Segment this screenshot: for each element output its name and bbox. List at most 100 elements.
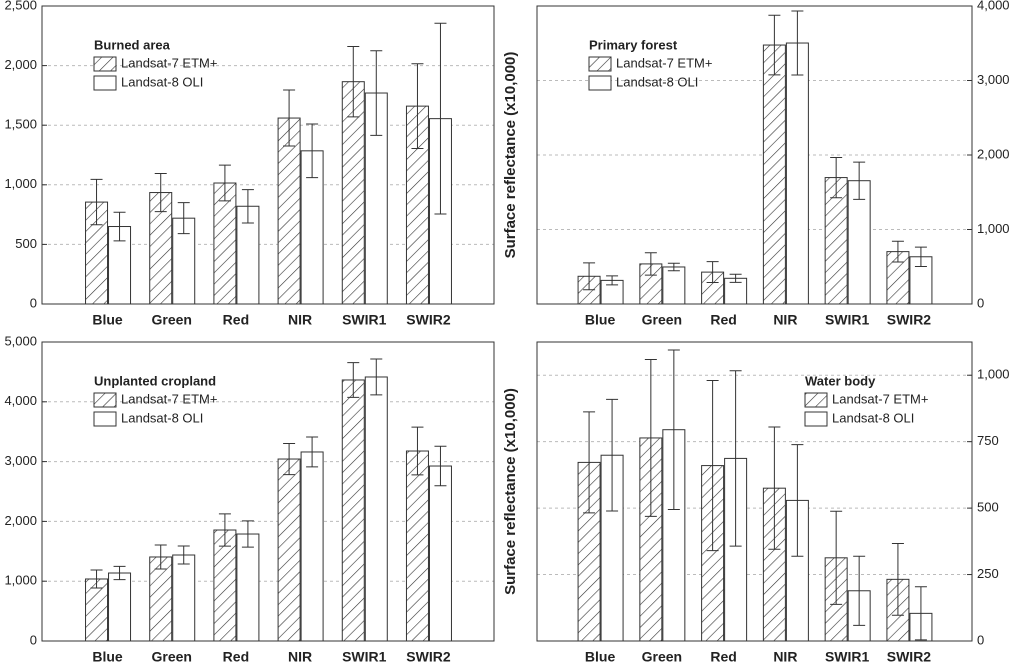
x-tick-label: Red: [223, 312, 249, 328]
error-bar: [768, 426, 781, 550]
y-tick-label: 4,000: [4, 393, 37, 408]
plot-frame: [536, 5, 973, 305]
error-bar: [606, 275, 619, 286]
x-tick-label: Green: [151, 312, 191, 328]
y-axis-label: Surface reflectance (x10,000): [502, 388, 519, 595]
y-tick-label: 0: [977, 295, 984, 310]
error-bar: [914, 586, 927, 641]
bar: [785, 42, 809, 305]
x-tick-label: NIR: [288, 649, 312, 664]
x-tick-label: Red: [223, 649, 249, 664]
error-bar: [177, 545, 190, 565]
bar: [405, 450, 429, 642]
x-tick-label: Red: [710, 649, 736, 664]
x-tick-label: SWIR2: [406, 312, 451, 328]
x-tick-label: Blue: [92, 649, 123, 664]
error-bar: [283, 442, 296, 476]
error-bar: [791, 444, 804, 557]
x-tick-label: Blue: [92, 312, 123, 328]
x-tick-label: SWIR1: [825, 312, 870, 328]
error-bar: [241, 189, 254, 224]
x-tick-label: Green: [151, 649, 191, 664]
error-bar: [706, 380, 719, 552]
legend-label: Landsat-7 ETM+: [832, 391, 928, 406]
error-bar: [283, 89, 296, 147]
x-tick-label: Blue: [585, 649, 616, 664]
y-tick-label: 1,000: [977, 367, 1010, 382]
error-bar: [306, 436, 319, 468]
error-bar: [347, 362, 360, 398]
error-bar: [791, 10, 804, 76]
error-bar: [644, 252, 657, 276]
legend-title: Primary forest: [589, 37, 678, 52]
error-bar: [891, 240, 904, 263]
error-bar: [583, 262, 596, 291]
x-tick-label: NIR: [773, 649, 797, 664]
x-tick-label: SWIR2: [406, 649, 451, 664]
legend-label: Landsat-8 OLI: [616, 74, 698, 89]
error-bar: [667, 262, 680, 272]
bar: [108, 572, 132, 642]
y-axis-label: Surface reflectance (x10,000): [502, 52, 519, 259]
error-bar: [434, 445, 447, 487]
y-tick-label: 1,000: [4, 176, 37, 191]
error-bar: [90, 178, 103, 226]
x-tick-label: Green: [642, 312, 682, 328]
legend-title: Burned area: [94, 37, 171, 52]
y-tick-label: 0: [30, 295, 37, 310]
x-tick-label: Blue: [585, 312, 616, 328]
bar: [149, 556, 173, 642]
legend-swatch: [804, 411, 828, 427]
error-bar: [729, 370, 742, 547]
legend-label: Landsat-7 ETM+: [616, 55, 712, 70]
error-bar: [218, 164, 231, 202]
y-tick-label: 750: [977, 433, 999, 448]
y-tick-label: 250: [977, 566, 999, 581]
error-bar: [667, 349, 680, 510]
bar: [277, 458, 301, 642]
error-bar: [218, 513, 231, 547]
error-bar: [583, 411, 596, 514]
error-bar: [411, 63, 424, 149]
x-tick-label: Green: [642, 649, 682, 664]
x-tick-label: SWIR1: [342, 649, 387, 664]
bar: [213, 529, 237, 642]
bar: [364, 376, 388, 642]
error-bar: [154, 544, 167, 570]
legend-swatch: [804, 392, 828, 408]
error-bar: [853, 161, 866, 200]
x-tick-label: SWIR2: [887, 312, 932, 328]
legend-swatch: [93, 411, 117, 427]
x-tick-label: NIR: [288, 312, 312, 328]
error-bar: [347, 46, 360, 118]
error-bar: [306, 123, 319, 179]
legend-label: Landsat-8 OLI: [121, 74, 203, 89]
y-tick-label: 5,000: [4, 333, 37, 348]
y-tick-label: 2,000: [4, 57, 37, 72]
y-tick-label: 2,000: [4, 513, 37, 528]
bar: [662, 266, 686, 305]
error-bar: [90, 569, 103, 589]
bar: [428, 465, 452, 642]
bar: [236, 533, 260, 642]
error-bar: [606, 398, 619, 512]
y-tick-label: 1,000: [4, 573, 37, 588]
error-bar: [113, 565, 126, 581]
error-bar: [370, 50, 383, 136]
y-tick-label: 2,000: [977, 146, 1010, 161]
y-tick-label: 1,000: [977, 221, 1010, 236]
error-bar: [891, 542, 904, 616]
error-bar: [729, 273, 742, 283]
bar: [341, 379, 365, 642]
y-tick-label: 4,000: [977, 0, 1010, 12]
bar: [172, 554, 196, 642]
error-bar: [706, 261, 719, 284]
error-bar: [853, 555, 866, 626]
legend-swatch: [588, 56, 612, 72]
error-bar: [644, 359, 657, 517]
legend-title: Water body: [805, 373, 876, 388]
error-bar: [113, 211, 126, 242]
plot-frame: [536, 341, 973, 642]
x-tick-label: SWIR1: [825, 649, 870, 664]
legend-swatch: [588, 75, 612, 91]
